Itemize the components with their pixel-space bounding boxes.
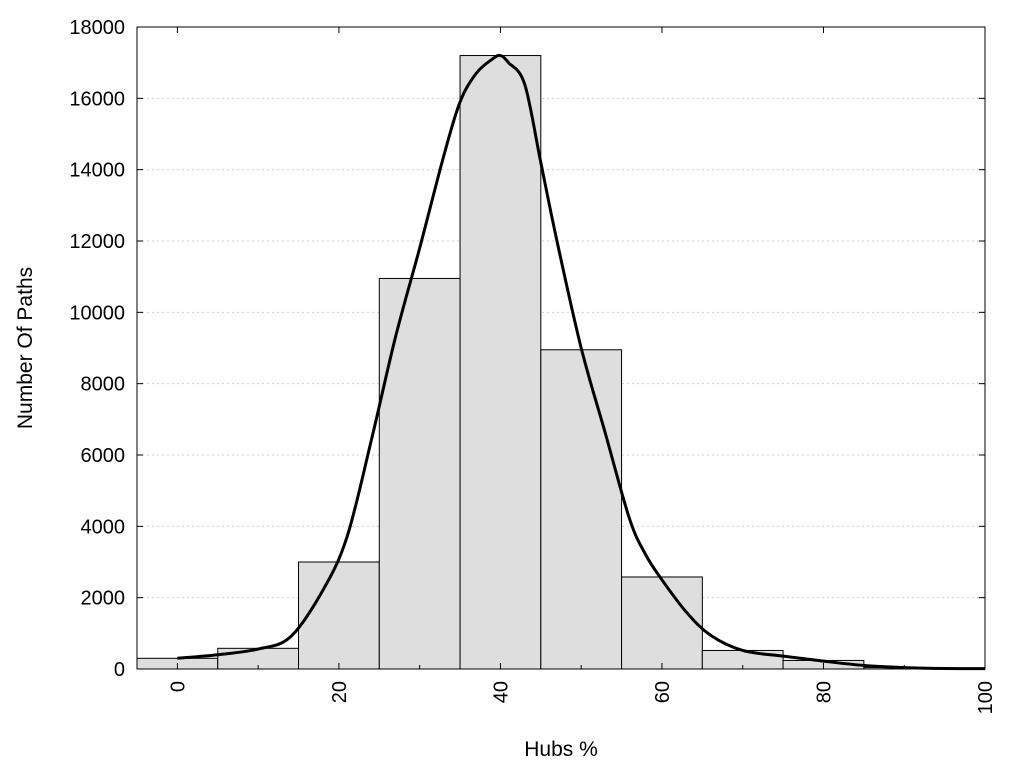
bar-40 (459, 55, 542, 670)
y-tick-label-8000: 8000 (81, 374, 126, 396)
bar-20 (298, 561, 380, 670)
tick-labels: 0 2000 4000 6000 8000 10000 12000 14000 16000 180… (69, 17, 997, 714)
y-tick-label-16000: 16000 (69, 88, 125, 110)
axis-ticks (137, 26, 986, 670)
bar-50 (540, 349, 623, 670)
x-axis-title: Hubs % (524, 738, 598, 761)
y-tick-label-0: 0 (114, 659, 125, 681)
y-tick-label-6000: 6000 (81, 445, 126, 467)
y-tick-label-12000: 12000 (69, 231, 125, 253)
grid-lines (137, 97, 985, 599)
x-tick-label-60: 60 (652, 681, 674, 703)
x-tick-label-80: 80 (813, 681, 835, 703)
plot-frame (136, 26, 986, 670)
bar-30 (378, 277, 461, 670)
y-axis-title: Number Of Paths (14, 267, 37, 429)
y-tick-label-18000: 18000 (69, 17, 125, 39)
density-curve (177, 53, 986, 671)
y-tick-label-10000: 10000 (69, 302, 125, 324)
x-tick-label-40: 40 (490, 681, 512, 703)
y-tick-label-4000: 4000 (81, 516, 126, 538)
y-tick-label-14000: 14000 (69, 160, 125, 182)
density-curve-layer (177, 53, 986, 671)
x-tick-label-0: 0 (167, 681, 189, 692)
x-tick-label-100: 100 (975, 681, 997, 714)
histogram-bars (136, 55, 986, 670)
y-tick-label-2000: 2000 (81, 588, 126, 610)
bar-60 (621, 576, 703, 670)
x-tick-label-20: 20 (329, 681, 351, 703)
